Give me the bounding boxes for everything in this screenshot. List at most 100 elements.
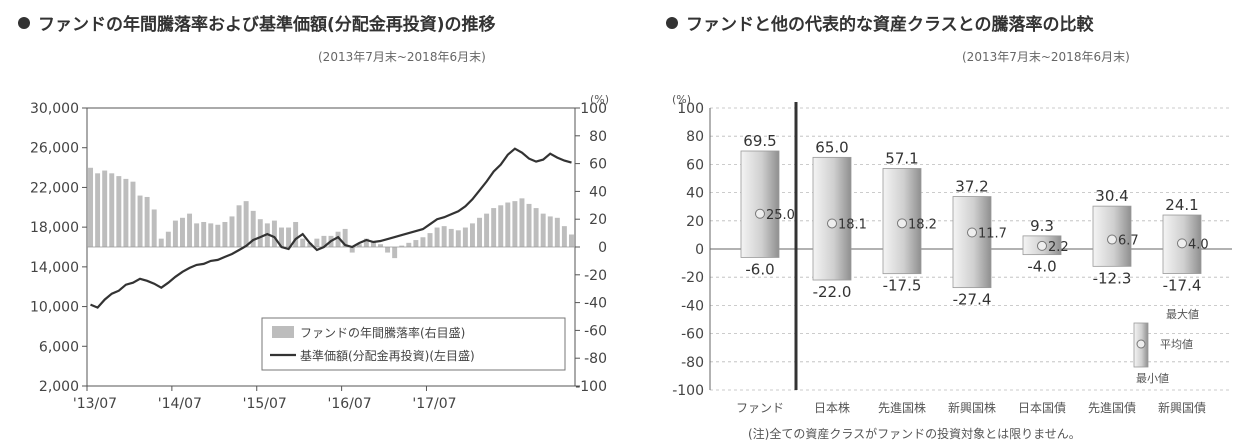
fund-return-bar [342,228,348,247]
min-value-label: -27.4 [953,291,992,309]
fund-return-bar [533,208,539,247]
left-title-text: ファンドの年間騰落率および基準価額(分配金再投資)の推移 [38,15,496,35]
avg-marker [1037,240,1047,251]
x-tick-label: '16/07 [328,396,372,412]
avg-marker [1107,234,1117,245]
fund-return-bar [201,221,207,247]
right-y-tick-label: -40 [584,296,607,312]
fund-return-bar [427,233,433,247]
max-value-label: 37.2 [955,178,988,196]
fund-return-bar [88,167,94,247]
y-tick-label: -40 [681,298,704,314]
avg-marker [755,208,765,219]
fund-return-bar [491,208,497,247]
y-tick-label: 60 [686,157,704,173]
right-grid [709,102,1232,391]
fund-return-bar [568,234,574,247]
x-tick-label: '13/07 [73,396,117,412]
category-label: ファンド [736,401,784,415]
avg-value-label: 2.2 [1048,240,1069,255]
avg-value-label: 11.7 [978,227,1007,242]
right-y-tick-label: 100 [580,101,607,117]
y-tick-label: -100 [672,383,704,399]
max-value-label: 69.5 [743,132,776,150]
fund-return-bar [462,227,468,247]
fund-return-bar [236,205,242,247]
right-categories: ファンド 日本株 先進国株 新興国株 日本国債 先進国債 新興国債 [736,400,1206,415]
left-y-tick-label: 18,000 [30,220,79,236]
right-chart-svg: (%) 100 80 60 40 20 0 -20 -40 -60 -80 -100 69.5 25.… [672,93,1232,415]
left-right-unit: (%) [590,93,609,106]
min-value-label: -17.4 [1163,277,1202,295]
right-period: (2013年7月末~2018年6月末) [962,50,1130,64]
left-y-axis-left: 30,000 26,000 22,000 18,000 14,000 10,000 6,00… [30,101,87,395]
fund-return-bar [307,242,313,247]
avg-marker [827,218,837,229]
right-chart-title: ファンドと他の代表的な資産クラスとの騰落率の比較 [666,10,1094,35]
fund-return-bar [130,181,136,247]
y-tick-label: 0 [695,242,704,258]
left-y-tick-label: 2,000 [39,379,79,395]
avg-marker [897,218,907,229]
right-title-text: ファンドと他の代表的な資産クラスとの騰落率の比較 [686,15,1094,35]
left-panel: ファンドの年間騰落率および基準価額(分配金再投資)の推移 (2013年7月末~2… [0,0,620,448]
fund-return-bar [194,223,200,247]
left-bars [88,167,574,259]
fund-return-bar [554,217,560,247]
fund-return-bar [222,221,228,247]
right-y-tick-label: -60 [584,323,607,339]
left-legend: ファンドの年間騰落率(右目盛) 基準価額(分配金再投資)(左目盛) [261,317,566,371]
fund-return-bar [95,173,101,247]
legend-avg-dot [1136,339,1146,349]
fund-return-bar [441,226,447,247]
fund-return-bar [420,237,426,247]
fund-return-bar [271,220,277,247]
fund-return-bar [469,223,475,247]
min-value-label: -22.0 [813,283,852,301]
fund-return-bar [229,216,235,247]
fund-return-bar [477,217,482,247]
fund-return-bar [187,213,193,247]
left-y-tick-label: 14,000 [30,260,79,276]
fund-return-bar [363,238,369,247]
x-tick-label: '17/07 [412,396,456,412]
fund-return-bar [257,219,263,247]
y-tick-label: 40 [686,186,704,202]
y-tick-label: 100 [677,101,704,117]
left-chart-svg: 30,000 26,000 22,000 18,000 14,000 10,000 6,00… [30,93,609,412]
max-value-label: 57.1 [885,149,918,167]
fund-return-bar [413,240,419,247]
left-y-tick-label: 6,000 [39,339,79,355]
left-period: (2013年7月末~2018年6月末) [318,50,486,64]
fund-return-bar [102,170,108,247]
legend-bar-swatch [272,326,294,338]
fund-return-bar [300,238,306,247]
legend-max-label: 最大値 [1166,307,1199,321]
bullet-icon [666,17,678,29]
right-panel: ファンドと他の代表的な資産クラスとの騰落率の比較 (2013年7月末~2018年… [630,0,1246,448]
avg-marker [967,227,977,238]
fund-return-bar [172,220,178,247]
right-y-tick-label: 20 [589,212,607,228]
fund-return-bar [512,201,518,247]
left-x-axis: '13/07 '14/07 '15/07 '16/07 '17/07 [73,386,457,412]
fund-return-bar [286,227,292,247]
legend-box [261,317,566,371]
left-y-tick-label: 10,000 [30,300,79,316]
category-label: 先進国株 [878,400,926,415]
fund-return-bar [279,227,284,247]
right-y-tick-label: 80 [589,129,607,145]
right-y-axis: 100 80 60 40 20 0 -20 -40 -60 -80 -100 [672,101,704,399]
category-label: 先進国債 [1088,400,1136,415]
fund-return-bar [158,238,164,247]
category-label: 新興国債 [1158,400,1206,415]
fund-return-bar [335,231,341,247]
fund-return-bar [392,247,398,259]
fund-return-bar [208,223,214,247]
fund-return-bar [293,221,299,247]
fund-return-bar [144,196,150,247]
range-bar [952,196,992,289]
max-value-label: 65.0 [815,138,848,156]
fund-return-bar [215,224,221,247]
